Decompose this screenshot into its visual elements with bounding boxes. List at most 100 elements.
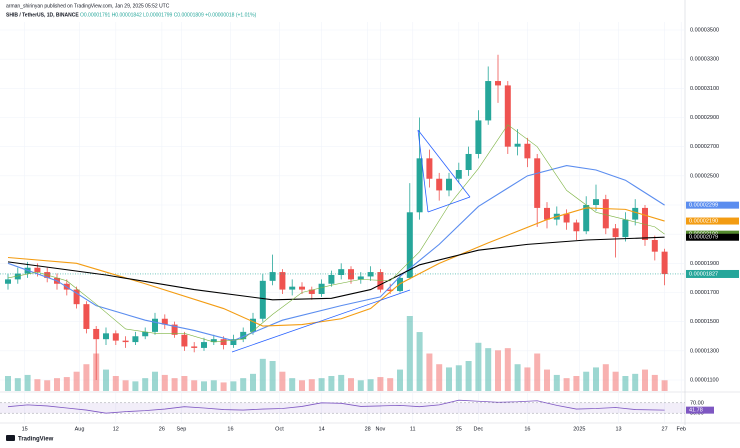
candle-body [112, 333, 119, 341]
price-tag [686, 233, 739, 241]
x-tick-label: Nov [376, 426, 386, 432]
volume-bar [112, 376, 119, 391]
candle-body [83, 304, 90, 329]
candle-body [583, 205, 590, 232]
candle-body [436, 178, 443, 191]
volume-bar [553, 374, 560, 391]
price-tag [686, 201, 739, 209]
candle-body [426, 158, 433, 179]
x-tick-label: 27 [662, 426, 668, 432]
moving-average [7, 207, 665, 327]
volume-bar [426, 353, 433, 391]
volume-bar [475, 342, 482, 391]
candle-body [201, 342, 207, 348]
volume-bar [34, 379, 41, 391]
candle-body [446, 178, 452, 191]
volume-bar [299, 380, 305, 391]
grid [0, 22, 685, 423]
candle-body [651, 240, 658, 252]
volume-bar [357, 380, 364, 391]
volume-bar [103, 369, 109, 391]
volume-bar [73, 371, 80, 391]
candle-body [563, 213, 570, 223]
candle-body [593, 199, 599, 205]
rsi-line [7, 399, 665, 414]
candle-body [642, 207, 648, 240]
candle-body [181, 334, 188, 347]
volume-bar [142, 378, 149, 391]
volume-bar [24, 374, 31, 391]
candle-body [524, 143, 531, 159]
y-tick-label: 0.00002700 [690, 144, 719, 150]
candle-body [573, 222, 580, 232]
volume-bar [210, 380, 217, 391]
candle-body [544, 207, 550, 220]
candle-body [534, 158, 541, 208]
volume-bar [495, 350, 501, 391]
trend-line [427, 196, 471, 213]
candle-body [308, 289, 315, 294]
candles [0, 54, 685, 380]
last-price-label: 0.00001827 [689, 271, 718, 277]
trend-lines [231, 129, 471, 353]
volume-bar [524, 367, 531, 391]
candle-body [171, 324, 178, 335]
candle-body [230, 339, 237, 345]
candle-body [269, 272, 276, 281]
volume-bar [632, 373, 639, 391]
volume-bar [259, 358, 266, 391]
volume-bar [83, 364, 90, 391]
volume-bar [230, 381, 237, 391]
volume-bar [54, 378, 60, 391]
x-tick-label: 14 [319, 426, 325, 432]
volume [5, 316, 668, 391]
rsi-pane [0, 399, 685, 414]
volume-bar [181, 376, 188, 391]
candle-body [14, 273, 21, 280]
volume-bar [573, 376, 580, 391]
volume-bar [504, 348, 511, 391]
trend-line [231, 289, 411, 353]
volume-bar [602, 364, 609, 391]
y-tick-label: 0.00001300 [690, 348, 719, 354]
volume-bar [328, 376, 335, 391]
candle-body [514, 143, 521, 147]
volume-bar [63, 377, 70, 391]
logo: TradingView [6, 435, 54, 443]
rsi-tag [686, 406, 714, 414]
volume-bar [201, 381, 207, 391]
volume-bar [416, 332, 423, 391]
candle-body [377, 272, 384, 290]
volume-bar [583, 371, 590, 391]
volume-bar [269, 361, 276, 391]
candle-body [397, 277, 403, 292]
ohlc-readout: O0.00001791 H0.00001842 L0.00001799 C0.0… [80, 12, 257, 18]
x-tick-label: 2025 [573, 426, 585, 432]
candle-body [289, 286, 296, 290]
volume-bar [397, 369, 403, 391]
x-tick-label: 25 [456, 426, 462, 432]
candle-body [259, 280, 266, 319]
last-price-tag [686, 269, 739, 278]
brand: TradingView [18, 437, 54, 443]
x-tick-label: Oct [275, 426, 284, 432]
volume-bar [308, 379, 315, 391]
candle-body [5, 279, 11, 284]
x-tick-label: 13 [615, 426, 621, 432]
trend-line [417, 129, 429, 213]
candle-body [220, 339, 227, 345]
candle-body [279, 272, 286, 290]
volume-bar [514, 364, 521, 391]
volume-bar [161, 374, 168, 391]
volume-bar [651, 374, 658, 391]
x-tick-label: Feb [677, 426, 686, 432]
candle-body [93, 328, 100, 340]
y-tick-label: 0.00003500 [690, 27, 719, 33]
candle-body [122, 340, 129, 343]
candle-body [387, 289, 394, 292]
y-tick-label: 0.00003100 [690, 86, 719, 92]
volume-bar [563, 378, 570, 391]
moving-average [7, 124, 665, 343]
